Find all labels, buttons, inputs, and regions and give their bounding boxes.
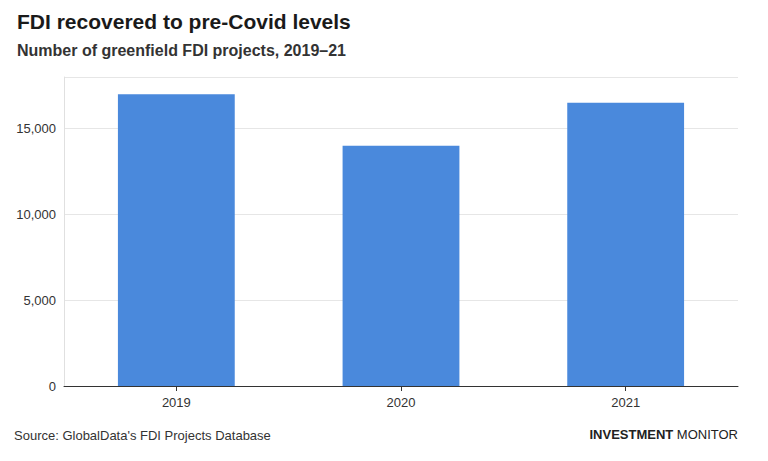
svg-text:MONITOR: MONITOR [673,427,738,442]
svg-text:5,000: 5,000 [23,293,56,308]
svg-text:15,000: 15,000 [16,121,56,136]
svg-text:0: 0 [49,379,56,394]
svg-text:2021: 2021 [611,395,640,410]
svg-text:INVESTMENT: INVESTMENT [589,427,673,442]
svg-text:FDI recovered to pre-Covid lev: FDI recovered to pre-Covid levels [17,10,351,33]
svg-text:Number of greenfield FDI proje: Number of greenfield FDI projects, 2019–… [17,42,346,59]
svg-text:10,000: 10,000 [16,207,56,222]
svg-text:Source: GlobalData's FDI Proje: Source: GlobalData's FDI Projects Databa… [14,428,271,443]
svg-text:2019: 2019 [162,395,191,410]
svg-text:2020: 2020 [387,395,416,410]
